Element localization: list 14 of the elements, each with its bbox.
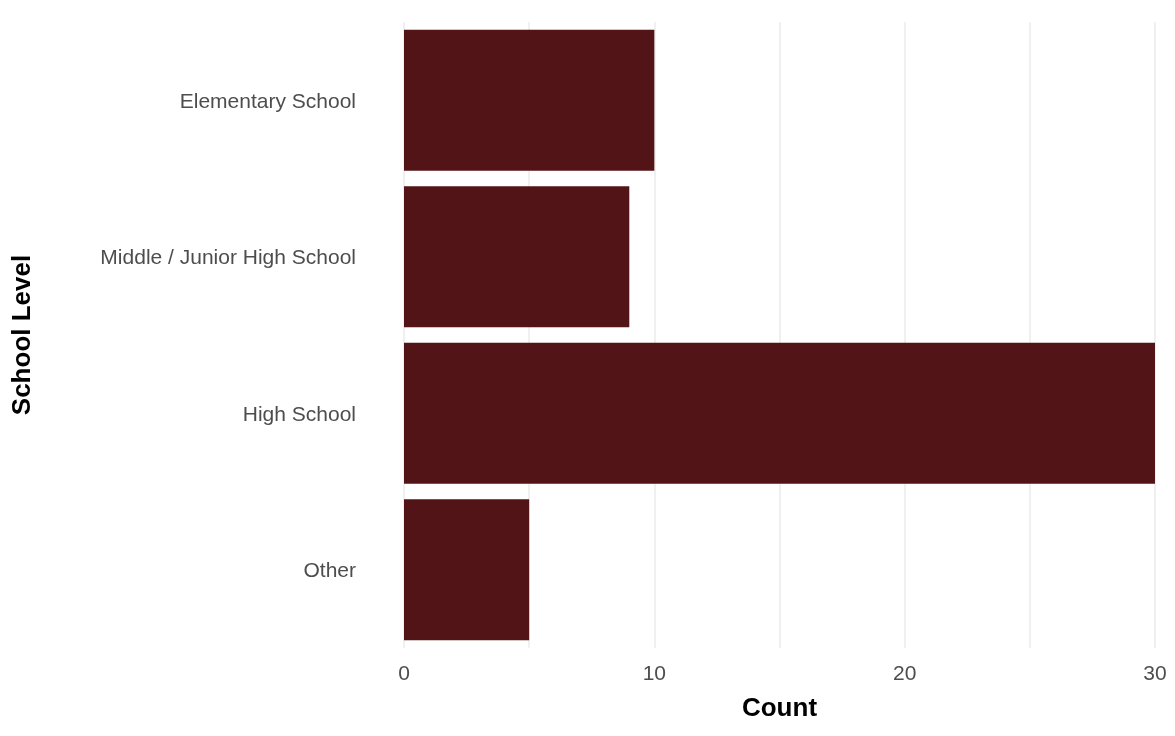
y-tick-label: Other (303, 558, 356, 582)
x-tick-label: 10 (642, 661, 667, 684)
bar (404, 29, 655, 171)
y-tick-label: Middle / Junior High School (100, 245, 356, 269)
y-tick-label: Elementary School (179, 88, 356, 112)
bar (404, 342, 1155, 484)
bar (404, 186, 630, 328)
x-tick-label: 30 (1143, 661, 1167, 684)
x-axis-title: Count (741, 692, 818, 722)
x-tick-label: 20 (892, 661, 917, 684)
x-tick-label: 0 (398, 661, 410, 684)
y-tick-label: High School (242, 401, 356, 425)
y-axis-title: School Level (6, 254, 36, 416)
bar (404, 499, 530, 641)
